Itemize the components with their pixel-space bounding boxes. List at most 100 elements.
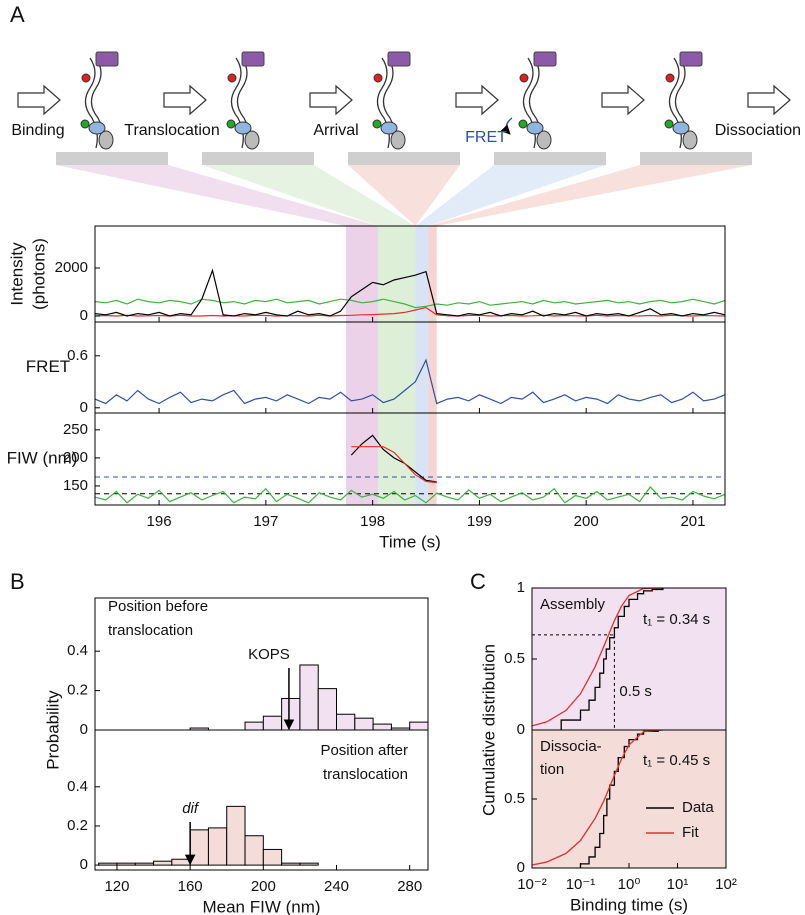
x-axis-label: Binding time (s): [570, 895, 688, 914]
y-tick-label: 2000: [55, 259, 88, 276]
funnel: [56, 165, 378, 226]
annotation: Position before: [108, 598, 208, 615]
y-tick-label: 0.2: [67, 682, 88, 699]
y-tick-label: 1: [517, 579, 525, 596]
histogram-bar: [189, 829, 209, 866]
y-tick-label: 150: [63, 477, 88, 494]
molecule: [664, 51, 703, 150]
y-axis-label: FIW (nm): [7, 448, 78, 467]
x-tick-label: 160: [178, 878, 203, 895]
step-arrow: [309, 85, 353, 115]
marker-label: dif: [182, 800, 200, 817]
step-line: [560, 588, 664, 730]
panel: 0 2000 Intensity (photons): [7, 225, 726, 324]
step-label: Dissociation: [715, 122, 801, 139]
surface: [56, 152, 168, 165]
x-tick-label: 201: [680, 513, 705, 530]
surface: [202, 152, 314, 165]
data-line: [94, 358, 726, 405]
backgrounds: [345, 226, 726, 868]
fret-arrow: [500, 117, 513, 135]
panel: 0 0.5 10⁻² 10⁻¹ 10⁰ 10¹ 10² Binding time (s) Dis…: [504, 729, 737, 914]
x-tick-label: 198: [360, 513, 385, 530]
histogram-bar: [153, 860, 173, 866]
marker-label: KOPS: [248, 646, 290, 663]
y-tick-label: 0.5: [504, 650, 525, 667]
histogram-bar: [299, 664, 319, 731]
y-tick-label: 0: [80, 721, 88, 738]
histogram-bar: [244, 721, 264, 731]
x-axis-label: Time (s): [379, 532, 441, 551]
annotation: Position after: [320, 742, 408, 759]
plot-frame: [94, 412, 726, 506]
plot-background: [532, 588, 726, 730]
plot-background: [532, 730, 726, 868]
annotation: translocation: [108, 622, 193, 639]
annotation: t₁ = 0.34 s: [643, 611, 710, 628]
fit-line: [531, 729, 663, 866]
x-tick-label: 200: [574, 513, 599, 530]
x-tick-label: 197: [253, 513, 278, 530]
histogram-bar: [354, 717, 374, 731]
histogram-bar: [372, 723, 392, 731]
y-tick-label: 250: [63, 421, 88, 438]
panel: 0 0.2 0.4 120 160 200 240 280 Mean FIW (nm) Posit…: [67, 729, 429, 915]
funnels: [56, 165, 752, 226]
y-tick-label: 0.6: [67, 347, 88, 364]
y-axis-label: Cumulative distribution: [479, 644, 498, 816]
y-tick-label: 0.4: [67, 778, 88, 795]
histogram-bar: [281, 862, 301, 866]
surface: [640, 152, 752, 165]
step-arrow: [747, 85, 791, 115]
highlight-span: [345, 226, 378, 505]
y-axis-label: Probability: [43, 690, 62, 770]
step-label: Binding: [11, 122, 64, 139]
funnel: [348, 165, 460, 226]
molecule: [226, 51, 265, 150]
histogram-bar: [262, 848, 283, 866]
x-tick-label: 196: [147, 513, 172, 530]
annotation: t₁ = 0.45 s: [643, 752, 710, 769]
data-line: [94, 268, 726, 317]
data-line: [94, 306, 726, 317]
step-label: Arrival: [313, 122, 358, 139]
data-line: [350, 434, 437, 483]
y-tick-label: 0: [80, 399, 88, 416]
plot-frame: [94, 597, 429, 731]
highlight-span: [415, 226, 429, 505]
y-tick-label: 0: [80, 307, 88, 324]
histogram-bar: [262, 715, 283, 731]
panel-label: A: [10, 2, 25, 27]
fit-line: [531, 587, 663, 727]
x-tick-label: 10⁰: [618, 876, 641, 893]
step-arrow: [601, 85, 645, 115]
surface: [494, 152, 606, 165]
molecule: [372, 51, 411, 150]
legend-label: Fit: [682, 824, 699, 841]
x-tick-label: 200: [251, 878, 276, 895]
step-label: Translocation: [124, 122, 219, 139]
histogram-bar: [244, 835, 264, 866]
histogram-bar: [336, 713, 356, 731]
x-tick-label: 280: [397, 878, 422, 895]
data-line: [94, 486, 726, 504]
data-line: [94, 298, 726, 309]
data-line: [351, 446, 437, 484]
legend-label: Data: [682, 799, 714, 816]
histogram-bar: [281, 697, 301, 731]
histogram-bar: [409, 721, 429, 731]
plot-frame: [94, 729, 429, 871]
y-tick-label: 0.5: [504, 790, 525, 807]
y-axis-label: (photons): [29, 238, 48, 310]
y-tick-label: 0.4: [67, 642, 88, 659]
histogram-bar: [171, 858, 191, 866]
histogram-bar: [134, 862, 155, 866]
y-tick-label: 200: [63, 449, 88, 466]
funnel: [415, 165, 606, 226]
annotation: tion: [540, 761, 564, 778]
y-axis-label: Intensity: [7, 242, 26, 306]
